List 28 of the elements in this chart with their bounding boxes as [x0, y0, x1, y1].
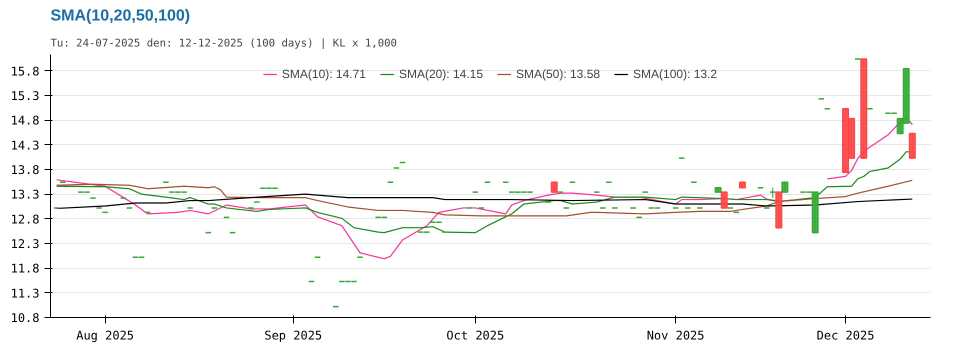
- x-tick-label: Aug 2025: [76, 328, 134, 342]
- y-tick-label: 11.8: [10, 262, 40, 276]
- y-tick-label: 14.8: [10, 114, 40, 128]
- candlestick: [769, 187, 776, 199]
- x-tick-label: Dec 2025: [816, 328, 874, 342]
- y-tick-label: 15.8: [10, 64, 40, 78]
- y-tick-label: 13.8: [10, 162, 40, 177]
- x-tick-label: Oct 2025: [446, 328, 504, 342]
- candlestick: [720, 191, 728, 209]
- x-tick-label: Nov 2025: [646, 328, 704, 342]
- line-series: [56, 180, 913, 216]
- legend-label: SMA(50): 13.58: [516, 67, 600, 81]
- y-tick-label: 13.3: [10, 188, 40, 202]
- x-tick-label: Sep 2025: [264, 328, 322, 342]
- chart-subtitle: Tu: 24-07-2025 den: 12-12-2025 (100 days) | KL x 1,000: [50, 36, 397, 50]
- y-tick-label: 11.3: [10, 286, 40, 300]
- y-tick-label: 12.3: [10, 236, 40, 251]
- y-tick-label: 14.3: [10, 138, 40, 152]
- line-series: [56, 194, 913, 210]
- legend-label: SMA(100): 13.2: [633, 67, 718, 81]
- chart-title: SMA(10,20,50,100): [50, 8, 190, 24]
- y-tick-label: 10.8: [10, 311, 40, 325]
- candlestick: [550, 182, 558, 193]
- y-tick-label: 12.8: [10, 212, 40, 226]
- candlestick: [781, 182, 788, 193]
- y-tick-label: 15.3: [10, 88, 40, 103]
- legend-label: SMA(20): 14.15: [398, 67, 483, 81]
- legend-label: SMA(10): 14.71: [282, 67, 366, 81]
